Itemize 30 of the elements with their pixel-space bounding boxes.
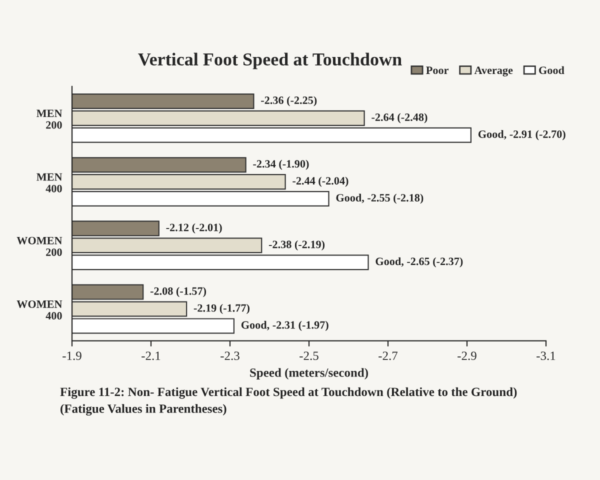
data-label: -2.08 (-1.57)	[150, 287, 206, 298]
x-tick-label: -2.5	[300, 352, 318, 360]
legend-label: Average	[474, 66, 513, 76]
y-tick-label: MEN 400	[36, 173, 62, 192]
data-label: Good, -2.65 (-2.37)	[376, 257, 463, 268]
x-tick-label: -2.9	[458, 352, 476, 360]
y-tick-label: WOMEN 400	[16, 300, 62, 320]
x-tick-label: -1.9	[62, 352, 82, 360]
y-tick-label: MEN 200	[36, 110, 62, 129]
data-label: Good, -2.55 (-2.18)	[336, 194, 424, 204]
caption: Figure 11-2: Non- Fatigue Vertical Foot Speed at Touchdown (Relative to the Ground)	[60, 387, 517, 399]
data-label: Good, -2.31 (-1.97)	[241, 320, 328, 331]
x-tick-label: -2.1	[142, 352, 160, 360]
x-axis-title: Speed (meters/second)	[250, 368, 368, 380]
data-label: -2.19 (-1.77)	[194, 304, 250, 314]
chart-title: Vertical Foot Speed at Touchdown	[138, 52, 402, 70]
data-label: -2.64 (-2.48)	[372, 113, 428, 124]
text: (Fatigue Values in Parentheses)	[60, 404, 226, 416]
y-tick-label: WOMEN 200	[16, 236, 62, 256]
data-label: -2.34 (-1.90)	[253, 160, 309, 170]
data-label: -2.44 (-2.04)	[292, 176, 348, 187]
data-label: -2.36 (-2.25)	[261, 96, 317, 106]
data-label: -2.12 (-2.01)	[166, 223, 222, 234]
x-tick-label: -2.7	[378, 352, 398, 360]
x-tick-label: -3.1	[536, 352, 556, 360]
x-tick-label: -2.3	[220, 352, 240, 360]
legend-label: Poor	[426, 66, 448, 74]
legend-label: Good	[539, 66, 564, 74]
data-label: Good, -2.91 (-2.70)	[478, 130, 566, 140]
data-label: -2.38 (-2.19)	[268, 240, 325, 250]
